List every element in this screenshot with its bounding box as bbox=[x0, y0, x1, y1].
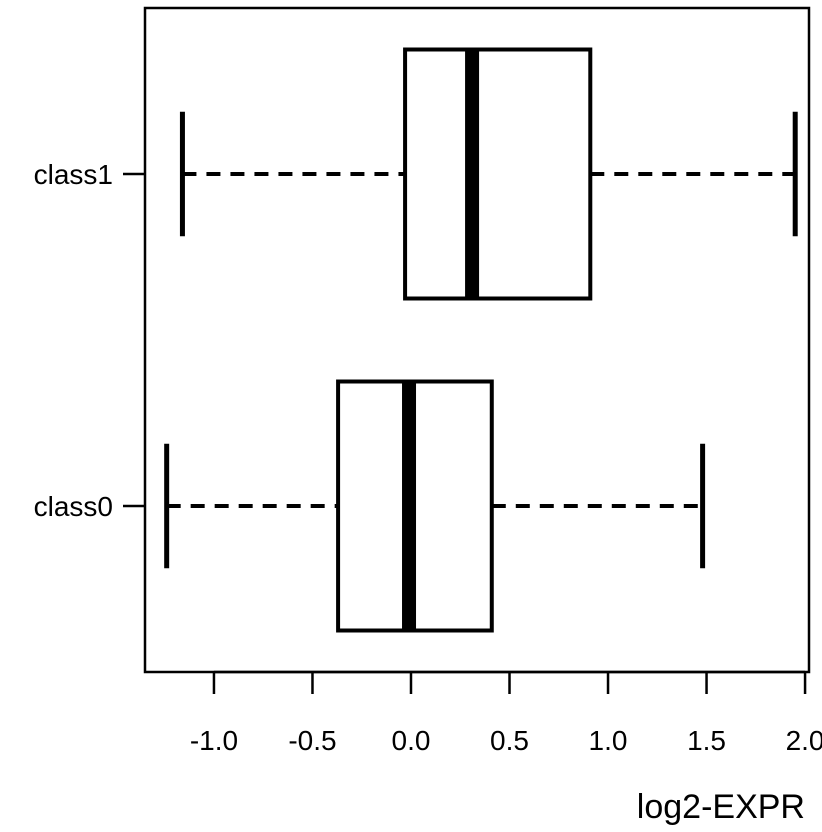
y-axis: class0 class1 bbox=[34, 159, 145, 522]
box-class1 bbox=[179, 47, 798, 301]
x-tick-label: 1.0 bbox=[589, 725, 628, 756]
y-category-label: class1 bbox=[34, 159, 113, 190]
x-axis-label: log2-EXPR bbox=[637, 788, 805, 826]
box-class0 bbox=[164, 379, 706, 633]
x-tick-label: 0.0 bbox=[392, 725, 431, 756]
x-tick-label: 1.5 bbox=[687, 725, 726, 756]
x-tick-label: 2.0 bbox=[786, 725, 822, 756]
x-axis: -1.0 -0.5 0.0 0.5 1.0 1.5 2.0 bbox=[190, 670, 822, 756]
x-tick-label: -1.0 bbox=[190, 725, 238, 756]
y-category-label: class0 bbox=[34, 491, 113, 522]
box-iqr bbox=[403, 47, 593, 301]
x-tick-label: 0.5 bbox=[490, 725, 529, 756]
x-tick-label: -0.5 bbox=[288, 725, 336, 756]
boxes-group bbox=[164, 47, 798, 633]
